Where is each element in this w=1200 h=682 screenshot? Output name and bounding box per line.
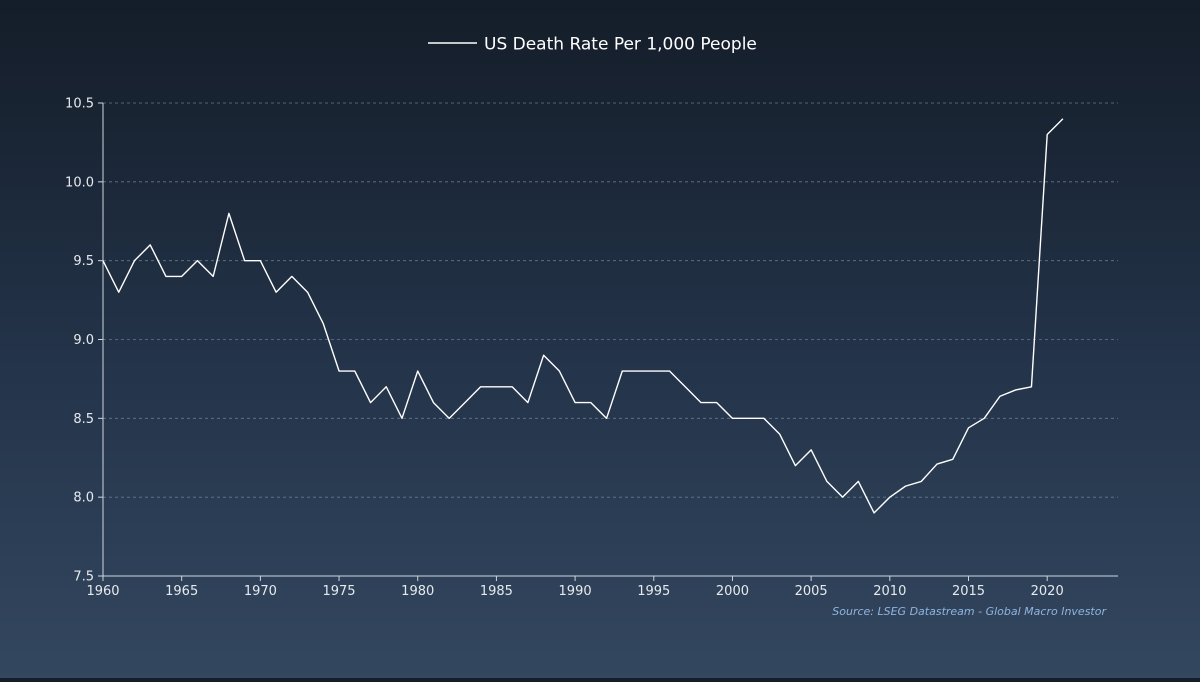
data-points [103,119,1063,513]
legend: US Death Rate Per 1,000 People [428,35,757,55]
x-tick-label: 2000 [716,584,749,599]
source-note: Source: LSEG Datastream - Global Macro I… [832,605,1107,618]
x-tick-labels: 1960 1965 1970 1975 1980 1985 1990 1995 2000 2005… [86,584,1063,599]
x-tick-label: 2010 [873,584,906,599]
gridlines [103,103,1118,497]
x-tick-label: 1985 [480,584,513,599]
y-tick-label: 7.5 [73,570,94,585]
y-tick-label: 9.5 [73,254,94,269]
y-tick-labels: 7.5 8.0 8.5 9.0 9.5 10.0 10.5 [65,97,94,585]
x-tick-label: 1995 [637,584,670,599]
series-line-death-rate [103,119,1063,513]
x-tick-label: 1965 [165,584,198,599]
y-tick-label: 8.5 [73,412,94,427]
y-tick-label: 10.0 [65,175,94,190]
y-tick-label: 9.0 [73,333,94,348]
x-tick-label: 1975 [322,584,355,599]
legend-label: US Death Rate Per 1,000 People [484,35,757,55]
y-tick-label: 10.5 [65,97,94,112]
x-tick-label: 1980 [401,584,434,599]
x-tick-label: 1970 [244,584,277,599]
x-tick-label: 2015 [952,584,985,599]
x-tick-label: 2005 [795,584,828,599]
x-tick-label: 1990 [559,584,592,599]
x-tick-label: 1960 [86,584,119,599]
y-tick-label: 8.0 [73,491,94,506]
x-tick-label: 2020 [1031,584,1064,599]
axes [98,103,1118,581]
